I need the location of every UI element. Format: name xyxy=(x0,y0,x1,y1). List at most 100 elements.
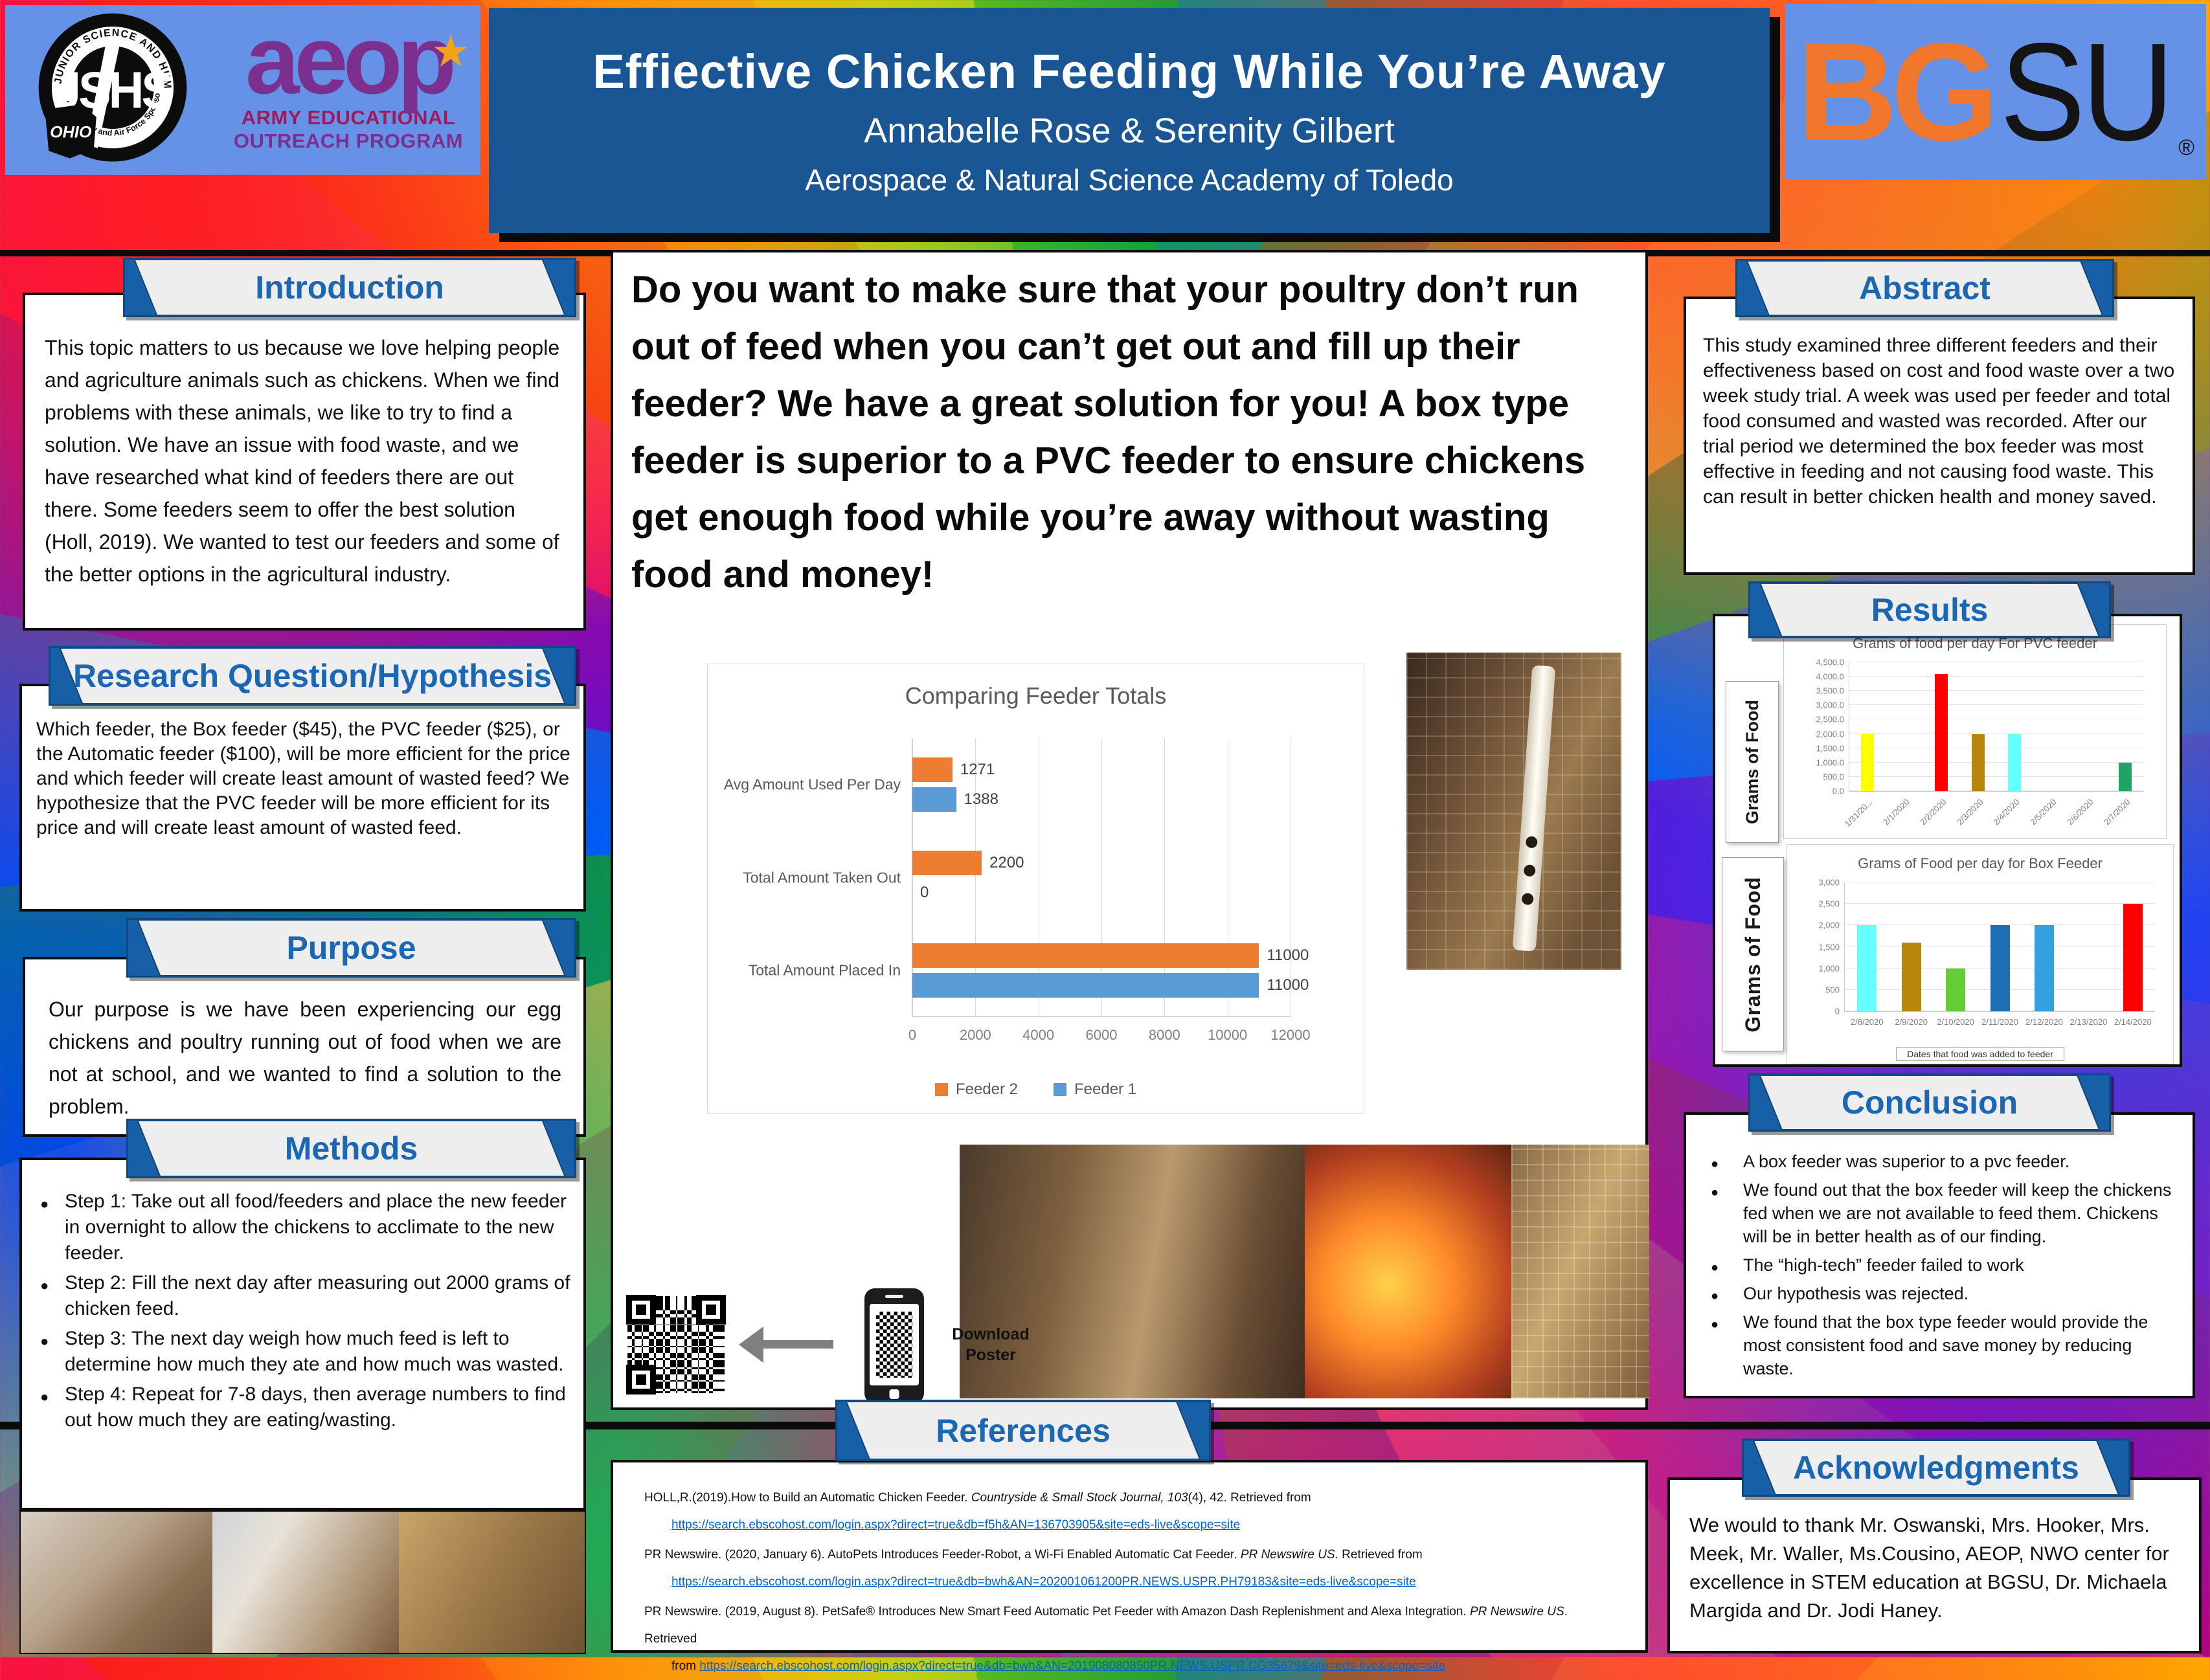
abstract-heading: Abstract xyxy=(1859,270,1990,306)
reference-citation: PR Newswire. (2019, August 8). PetSafe® … xyxy=(644,1605,1568,1646)
person-feeding-photo xyxy=(960,1145,1305,1398)
y-axis-tick: 1,500 xyxy=(1818,942,1840,952)
download-qr-code xyxy=(621,1290,731,1400)
box-chart-title: Grams of Food per day for Box Feeder xyxy=(1858,855,2103,871)
y-axis-tick: 3,500.0 xyxy=(1816,686,1844,696)
pvc-chart-ylabel: Grams of Food xyxy=(1742,699,1762,824)
bar xyxy=(2118,762,2132,791)
x-axis-tick: 2/12/2020 xyxy=(2025,1017,2063,1027)
references-banner: References xyxy=(835,1400,1211,1461)
y-axis-tick: 1,000 xyxy=(1818,963,1840,974)
data-label: 2200 xyxy=(989,853,1024,871)
x-axis-tick: 2/7/2020 xyxy=(2101,797,2132,827)
y-axis-tick: 4,000.0 xyxy=(1816,671,1844,682)
title-box: Effiective Chicken Feeding While You’re … xyxy=(489,8,1770,233)
methods-step-2: Step 2: Fill the next day after measurin… xyxy=(31,1270,572,1322)
methods-step-3: Step 3: The next day weigh how much feed… xyxy=(31,1326,572,1378)
gridline xyxy=(1845,924,2155,926)
pvc-feeder-coop-photo xyxy=(1406,653,1621,970)
methods-step-1: Step 1: Take out all food/feeders and pl… xyxy=(31,1189,572,1266)
reference-link[interactable]: https://search.ebscohost.com/login.aspx?… xyxy=(671,1518,1241,1532)
reference-citation: HOLL,R.(2019).How to Build an Automatic … xyxy=(644,1491,1311,1505)
main-chart-title: Comparing Feeder Totals xyxy=(905,682,1167,709)
bar xyxy=(1971,734,1985,791)
pvc-chart-ylabel-box: Grams of Food xyxy=(1726,681,1779,843)
chickens-heat-lamp-photo xyxy=(1304,1145,1511,1398)
conclusion-heading: Conclusion xyxy=(1841,1084,2018,1121)
y-axis-tick: 3,000.0 xyxy=(1816,700,1844,710)
y-axis-tick: 2,500 xyxy=(1818,899,1840,909)
qr-finder-icon xyxy=(626,1295,656,1325)
bar xyxy=(1990,925,2010,1011)
abstract-body: This study examined three different feed… xyxy=(1703,335,2175,508)
reference-link[interactable]: https://search.ebscohost.com/login.aspx?… xyxy=(671,1575,1416,1589)
chicken-with-feeder-photo xyxy=(398,1512,585,1653)
y-axis-tick: 0 xyxy=(1834,1006,1840,1016)
acknowledgments-banner: Acknowledgments xyxy=(1742,1439,2130,1497)
x-axis-tick: 2000 xyxy=(959,1027,991,1043)
y-axis-tick: 1,000.0 xyxy=(1816,757,1844,768)
y-axis-tick: 2,000.0 xyxy=(1816,729,1844,739)
conclusion-item: We found out that the box feeder will ke… xyxy=(1693,1178,2177,1248)
reference-link[interactable]: https://search.ebscohost.com/login.aspx?… xyxy=(699,1659,1446,1673)
bar xyxy=(912,850,982,875)
x-axis-tick: 2/14/2020 xyxy=(2114,1017,2152,1027)
box-chart-plot: 0 500 1,000 1,500 2,000 2,500 3,000 2/8/2020 2/9… xyxy=(1818,878,2155,1027)
box-chart-xlabel: Dates that food was added to feeder xyxy=(1896,1047,2064,1061)
acknowledgments-heading: Acknowledgments xyxy=(1793,1450,2079,1486)
y-axis-tick: 500.0 xyxy=(1823,772,1844,782)
phone-screen xyxy=(870,1304,919,1385)
data-label: 1388 xyxy=(964,790,998,809)
purpose-body: Our purpose is we have been experiencing… xyxy=(49,998,561,1118)
conclusion-list: A box feeder was superior to a pvc feede… xyxy=(1693,1150,2177,1380)
acknowledgments-body: We would to thank Mr. Oswanski, Mrs. Hoo… xyxy=(1689,1514,2169,1622)
pvc-feeder-chart: Grams of food per day For PVC feeder 0.0… xyxy=(1783,624,2167,839)
legend-swatch xyxy=(1054,1083,1066,1096)
box-feeder-chart: Grams of Food per day for Box Feeder 0 50… xyxy=(1787,844,2174,1064)
data-label: 11000 xyxy=(1267,946,1309,964)
gridline xyxy=(1849,704,2143,706)
center-panel: Do you want to make sure that your poult… xyxy=(611,250,1649,1410)
research-question-body: Which feeder, the Box feeder ($45), the … xyxy=(36,719,570,838)
legend-item: Feeder 1 xyxy=(1054,1081,1136,1099)
pvc-chart-plot: 0.0 500.0 1,000.0 1,500.0 2,000.0 2,500.0 3,00… xyxy=(1816,658,2143,829)
reference-url-line: https://search.ebscohost.com/login.aspx?… xyxy=(644,1512,1617,1539)
gridline xyxy=(1164,739,1166,1016)
x-axis-tick: 10000 xyxy=(1208,1027,1248,1043)
results-photo-strip xyxy=(960,1145,1649,1398)
conclusion-banner: Conclusion xyxy=(1748,1073,2111,1132)
comparing-feeder-totals-chart: Comparing Feeder Totals 0 2000 4000 6000 800… xyxy=(707,664,1364,1114)
gridline xyxy=(912,739,913,1016)
aeop-logo: aeop ★ ARMY EDUCATIONAL OUTREACH PROGRAM xyxy=(219,11,478,170)
conclusion-item: Our hypothesis was rejected. xyxy=(1693,1282,2177,1308)
conclusion-panel: A box feeder was superior to a pvc feede… xyxy=(1684,1112,2195,1398)
reference-entry: HOLL,R.(2019).How to Build an Automatic … xyxy=(644,1484,1617,1539)
references-heading: References xyxy=(936,1412,1111,1449)
gridline xyxy=(1849,676,2143,677)
aeop-star-icon: ★ xyxy=(433,30,468,73)
research-question-banner: Research Question/Hypothesis xyxy=(49,646,576,706)
research-question-panel: Which feeder, the Box feeder ($45), the … xyxy=(19,684,586,912)
download-label-line2: Poster xyxy=(965,1346,1016,1364)
bar xyxy=(2008,734,2022,791)
y-axis-tick: 500 xyxy=(1825,985,1840,995)
category-label: Avg Amount Used Per Day xyxy=(723,776,901,793)
gridline xyxy=(975,739,976,1016)
x-axis-tick: 6000 xyxy=(1085,1027,1118,1043)
weighing-feed-photo xyxy=(21,1512,213,1653)
data-label: 11000 xyxy=(1267,976,1309,994)
poster-school: Aerospace & Natural Science Academy of T… xyxy=(805,162,1454,197)
reference-url-line: https://search.ebscohost.com/login.aspx?… xyxy=(644,1569,1617,1596)
introduction-banner: Introduction xyxy=(123,258,576,317)
arrow-left-icon xyxy=(762,1340,833,1349)
gridline xyxy=(1849,690,2143,691)
aeop-line1: ARMY EDUCATIONAL xyxy=(241,106,456,129)
x-axis-tick: 4000 xyxy=(1022,1027,1055,1043)
x-axis-tick: 2/10/2020 xyxy=(1937,1017,1974,1027)
bgsu-registered-mark: ® xyxy=(2178,135,2195,160)
qr-finder-icon xyxy=(626,1365,656,1394)
methods-step-4: Step 4: Repeat for 7-8 days, then averag… xyxy=(31,1382,572,1433)
reference-entry: PR Newswire. (2020, January 6). AutoPets… xyxy=(644,1541,1617,1596)
bgsu-su-text: SU xyxy=(2000,14,2174,170)
bar xyxy=(1934,673,1948,791)
